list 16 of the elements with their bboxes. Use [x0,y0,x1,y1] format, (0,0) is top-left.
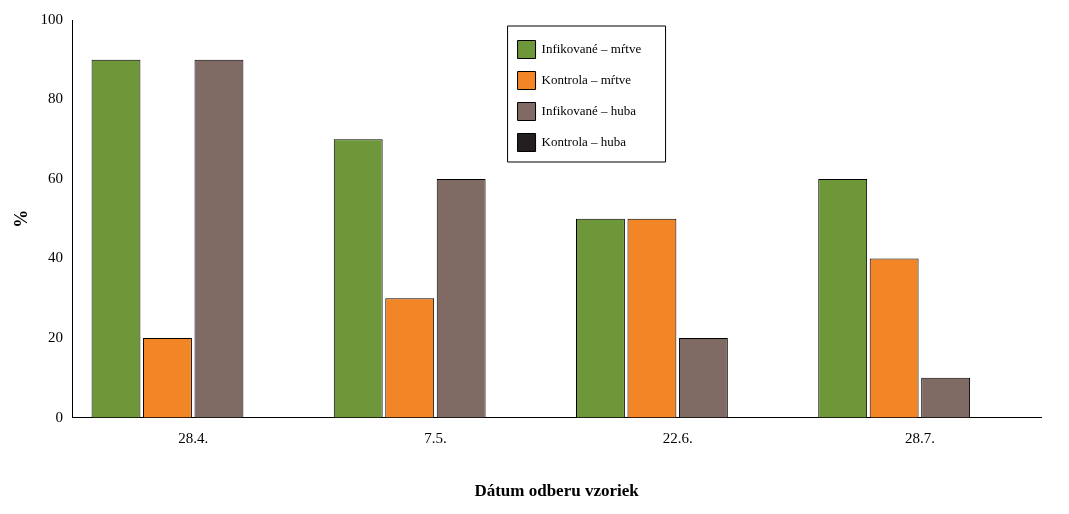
legend-label: Kontrola – mŕtve [541,71,632,87]
y-tick-label: 0 [55,408,64,425]
x-axis-title: Dátum odberu vzoriek [474,481,640,501]
legend-label: Infikované – huba [541,102,637,118]
legend-label: Kontrola – huba [541,133,627,149]
x-tick-label: 28.4. [178,429,209,446]
x-tick-label: 22.6. [662,429,693,446]
y-tick-label: 20 [48,329,64,346]
x-tick-label: 28.7. [904,429,935,446]
x-tick-label: 7.5. [424,429,447,446]
y-tick-label: 60 [48,169,64,186]
y-tick-label: 40 [48,249,64,266]
y-tick-label: 80 [48,90,64,107]
y-axis-title: % [11,209,32,228]
y-tick-label: 100 [40,10,64,27]
legend-label: Infikované – mŕtve [541,40,642,56]
